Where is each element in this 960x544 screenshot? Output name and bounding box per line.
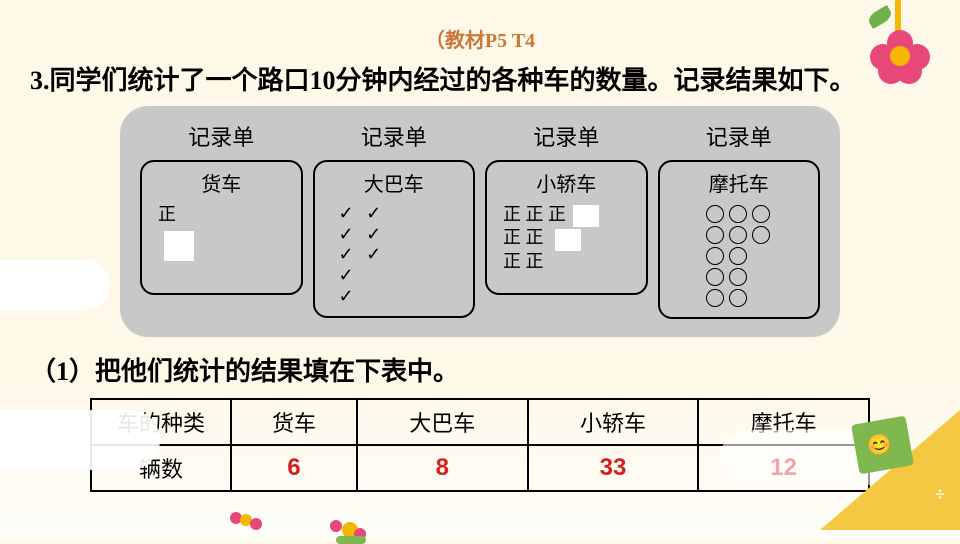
vehicle-name: 小轿车 <box>495 168 638 197</box>
answer-value: 33 <box>528 445 699 491</box>
col-header: 小轿车 <box>528 399 699 445</box>
answer-value: 6 <box>231 445 357 491</box>
tally-marks: 正 正 正 正 正 正 正 <box>495 203 638 273</box>
vehicle-name: 货车 <box>150 168 293 197</box>
cloud-deco <box>0 410 160 470</box>
sub-question: （1）把他们统计的结果填在下表中。 <box>0 337 960 388</box>
tally-circles <box>668 203 811 307</box>
ruler-decoration: 😊 ÷ <box>820 400 960 530</box>
tally-marks: 正 <box>150 203 293 226</box>
record-card: 记录单 大巴车 ✓ ✓ ✓ ✓ ✓ ✓ ✓ ✓ <box>313 120 476 319</box>
col-header: 货车 <box>231 399 357 445</box>
page-reference: （教材P5 T4 <box>0 0 960 53</box>
question-body: 同学们统计了一个路口10分钟内经过的各种车的数量。记录结果如下。 <box>50 66 856 95</box>
answer-value: 8 <box>357 445 528 491</box>
record-title: 记录单 <box>313 120 476 152</box>
record-card: 记录单 摩托车 <box>658 120 821 319</box>
tally-checks: ✓ ✓ ✓ ✓ ✓ ✓ ✓ ✓ <box>323 203 466 306</box>
question-number: 3. <box>30 66 50 95</box>
record-title: 记录单 <box>658 120 821 152</box>
record-card: 记录单 货车 正 <box>140 120 303 319</box>
record-title: 记录单 <box>140 120 303 152</box>
col-header: 大巴车 <box>357 399 528 445</box>
question-text: 3.同学们统计了一个路口10分钟内经过的各种车的数量。记录结果如下。 <box>0 53 960 100</box>
flower-decoration <box>860 0 940 80</box>
records-panel: 记录单 货车 正 记录单 大巴车 ✓ ✓ ✓ ✓ ✓ ✓ ✓ ✓ 记录单 小轿车 <box>120 106 840 337</box>
cloud-deco <box>0 260 110 310</box>
vehicle-name: 大巴车 <box>323 168 466 197</box>
record-card: 记录单 小轿车 正 正 正 正 正 正 正 <box>485 120 648 319</box>
record-title: 记录单 <box>485 120 648 152</box>
vehicle-name: 摩托车 <box>668 168 811 197</box>
